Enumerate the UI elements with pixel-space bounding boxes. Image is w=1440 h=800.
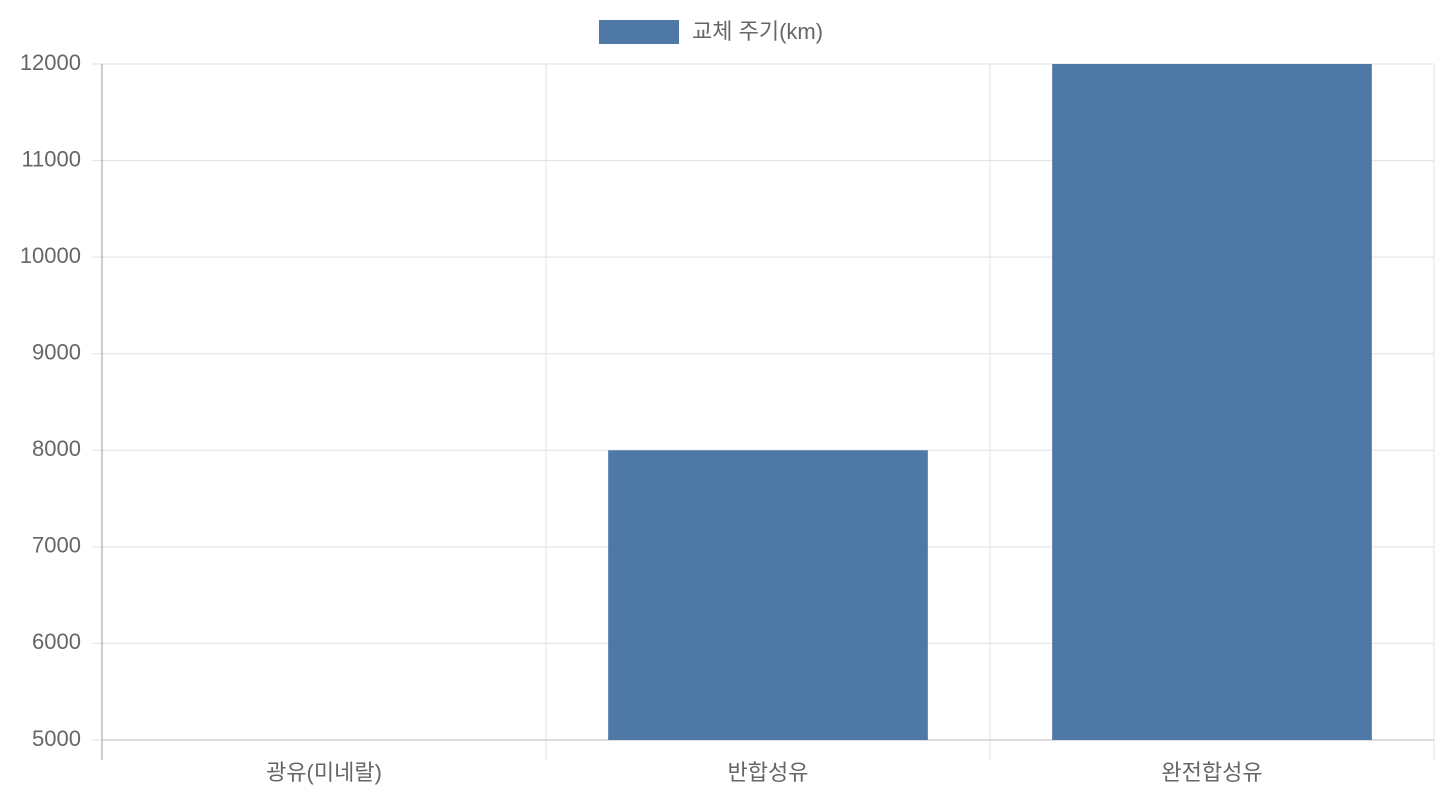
legend-swatch [599,20,679,44]
x-tick-label: 광유(미네랄) [266,760,382,785]
bar [608,450,928,740]
x-tick-label: 반합성유 [728,760,809,785]
legend-label: 교체 주기(km) [692,19,823,44]
y-tick-label: 8000 [32,436,81,461]
x-tick-label: 완전합성유 [1161,760,1262,785]
y-tick-label: 5000 [32,726,81,751]
y-tick-label: 9000 [32,340,81,365]
y-tick-label: 12000 [20,50,81,75]
y-tick-label: 7000 [32,533,81,558]
bar [1052,64,1372,740]
y-tick-label: 10000 [20,243,81,268]
y-tick-label: 11000 [21,146,81,171]
y-tick-label: 6000 [32,629,81,654]
